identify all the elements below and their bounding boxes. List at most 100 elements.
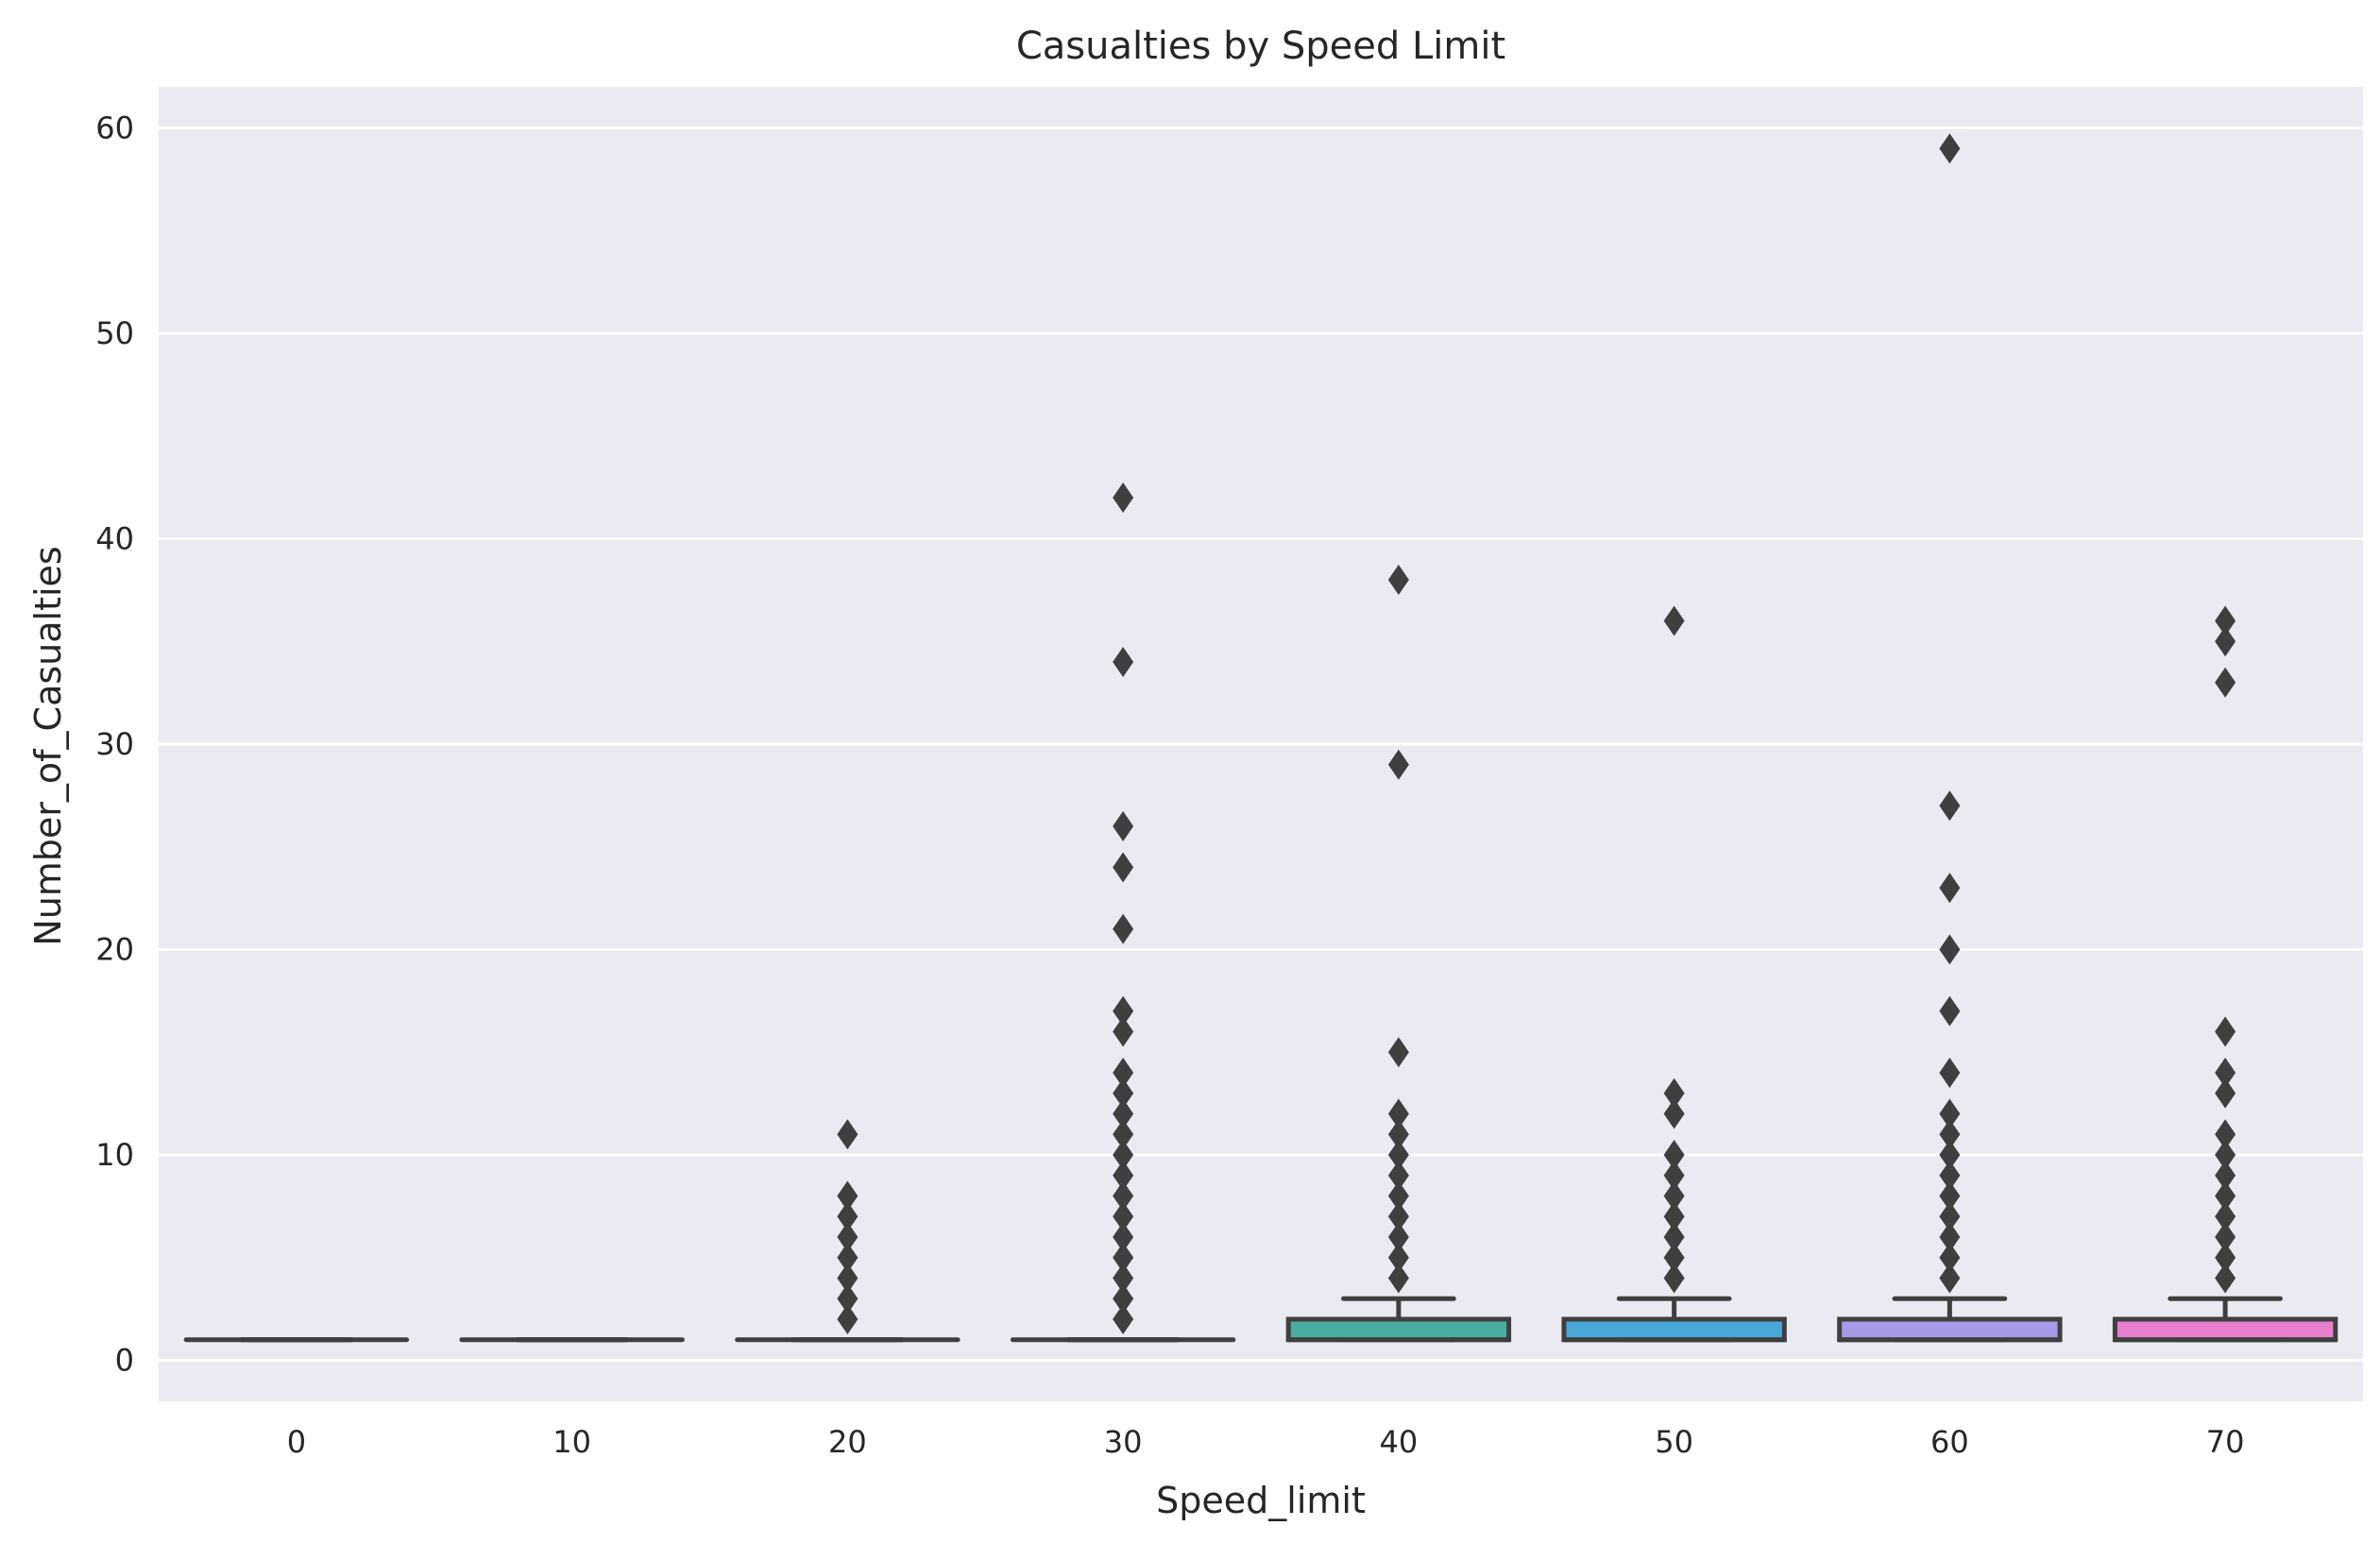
box-group-60 — [1837, 133, 2063, 1343]
flier-30-24 — [1113, 852, 1134, 883]
flier-70-14 — [2215, 1058, 2236, 1088]
flier-30-14 — [1113, 1058, 1134, 1088]
flier-30-21 — [1113, 913, 1134, 944]
flier-60-4 — [1939, 1263, 1961, 1294]
flier-30-11 — [1113, 1119, 1134, 1150]
flier-50-8 — [1663, 1180, 1685, 1212]
y-tick-label-50: 50 — [95, 315, 134, 351]
flier-30-7 — [1113, 1201, 1134, 1232]
box-group-30 — [1010, 483, 1236, 1343]
x-tick-label-20: 20 — [828, 1424, 867, 1460]
x-tick-labels: 0 10 20 30 40 50 60 70 — [287, 1424, 2245, 1460]
flier-30-9 — [1113, 1160, 1134, 1191]
flier-70-6 — [2215, 1222, 2236, 1252]
flier-60-14 — [1939, 1058, 1961, 1088]
flier-60-23 — [1939, 873, 1961, 904]
flier-60-10 — [1939, 1140, 1961, 1170]
flier-40-6 — [1387, 1222, 1409, 1252]
y-tick-label-10: 10 — [95, 1137, 134, 1173]
flier-20-11 — [837, 1119, 858, 1150]
x-tick-label-70: 70 — [2206, 1424, 2245, 1460]
box-group-40 — [1285, 565, 1512, 1343]
flier-30-26 — [1113, 811, 1134, 841]
flier-30-3 — [1113, 1283, 1134, 1314]
flier-60-12 — [1939, 1098, 1961, 1129]
boxes — [183, 133, 2338, 1343]
flier-20-4 — [837, 1263, 858, 1294]
flier-60-20 — [1939, 934, 1961, 965]
flier-20-5 — [837, 1242, 858, 1273]
chart-title: Casualties by Speed Limit — [1016, 25, 1505, 68]
box-50 — [1561, 1316, 1787, 1343]
x-axis-label: Speed_limit — [1156, 1480, 1366, 1521]
flier-70-11 — [2215, 1119, 2236, 1150]
flier-40-15 — [1387, 1037, 1409, 1068]
flier-50-4 — [1663, 1263, 1685, 1294]
box-40 — [1285, 1316, 1512, 1343]
flier-40-38 — [1387, 565, 1409, 595]
x-tick-label-10: 10 — [552, 1424, 591, 1460]
flier-30-34 — [1113, 647, 1134, 677]
flier-70-9 — [2215, 1160, 2236, 1191]
flier-50-13 — [1663, 1077, 1685, 1109]
flier-20-2 — [837, 1304, 858, 1334]
flier-20-8 — [837, 1180, 858, 1212]
flier-50-36 — [1663, 605, 1685, 636]
flier-30-12 — [1113, 1098, 1134, 1129]
flier-50-10 — [1663, 1140, 1685, 1170]
flier-20-7 — [837, 1201, 858, 1232]
flier-20-3 — [837, 1283, 858, 1314]
flier-30-2 — [1113, 1304, 1134, 1334]
y-tick-labels: 0 10 20 30 40 50 60 — [95, 110, 134, 1379]
flier-70-16 — [2215, 1016, 2236, 1047]
flier-60-27 — [1939, 790, 1961, 822]
flier-70-10 — [2215, 1140, 2236, 1170]
flier-30-4 — [1113, 1263, 1134, 1294]
flier-30-42 — [1113, 483, 1134, 513]
flier-30-10 — [1113, 1140, 1134, 1170]
flier-40-8 — [1387, 1180, 1409, 1212]
flier-70-13 — [2215, 1077, 2236, 1109]
flier-30-13 — [1113, 1077, 1134, 1109]
flier-40-5 — [1387, 1242, 1409, 1273]
box-70 — [2112, 1316, 2338, 1343]
x-tick-label-50: 50 — [1655, 1424, 1693, 1460]
flier-60-6 — [1939, 1222, 1961, 1252]
flier-70-8 — [2215, 1180, 2236, 1212]
flier-40-4 — [1387, 1263, 1409, 1294]
flier-40-11 — [1387, 1119, 1409, 1150]
flier-50-7 — [1663, 1201, 1685, 1232]
box-60 — [1837, 1316, 2063, 1343]
flier-30-8 — [1113, 1180, 1134, 1212]
grid-lines — [159, 127, 2363, 1362]
flier-30-6 — [1113, 1222, 1134, 1252]
flier-70-4 — [2215, 1263, 2236, 1294]
flier-40-7 — [1387, 1201, 1409, 1232]
flier-50-12 — [1663, 1098, 1685, 1129]
x-tick-label-60: 60 — [1930, 1424, 1969, 1460]
y-tick-label-30: 30 — [95, 726, 134, 762]
flier-40-12 — [1387, 1098, 1409, 1129]
flier-60-5 — [1939, 1242, 1961, 1273]
flier-40-9 — [1387, 1160, 1409, 1191]
flier-50-5 — [1663, 1242, 1685, 1273]
box-group-20 — [735, 1119, 960, 1343]
box-group-70 — [2112, 605, 2338, 1343]
x-tick-label-30: 30 — [1104, 1424, 1143, 1460]
x-tick-label-0: 0 — [287, 1424, 306, 1460]
x-tick-label-40: 40 — [1380, 1424, 1419, 1460]
flier-70-36 — [2215, 605, 2236, 636]
flier-40-29 — [1387, 749, 1409, 780]
flier-50-6 — [1663, 1222, 1685, 1252]
y-tick-label-40: 40 — [95, 521, 134, 557]
flier-20-6 — [837, 1222, 858, 1252]
flier-70-7 — [2215, 1201, 2236, 1232]
flier-60-17 — [1939, 995, 1961, 1026]
flier-60-7 — [1939, 1201, 1961, 1232]
flier-60-59 — [1939, 133, 1961, 164]
y-axis-label: Number_of_Casualties — [27, 546, 69, 945]
flier-30-5 — [1113, 1242, 1134, 1273]
box-group-50 — [1561, 605, 1787, 1343]
flier-60-8 — [1939, 1180, 1961, 1212]
